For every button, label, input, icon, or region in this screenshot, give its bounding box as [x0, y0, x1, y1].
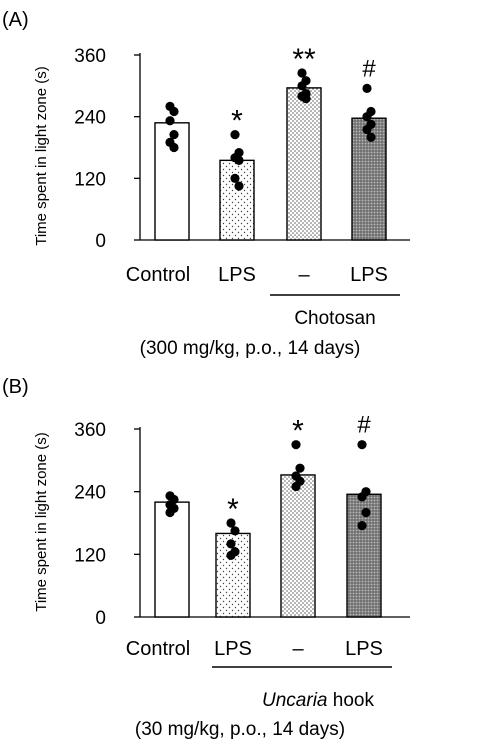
significance-marker: * [231, 105, 243, 138]
data-point [226, 518, 236, 528]
significance-marker: # [362, 55, 376, 82]
bar [154, 501, 190, 618]
x-category-label: Control [126, 638, 190, 660]
data-point [169, 106, 179, 117]
panel-a-group-label: Chotosan [294, 308, 375, 329]
significance-marker: # [357, 412, 371, 439]
x-category-label: LPS [218, 264, 256, 286]
data-point [230, 173, 240, 183]
x-category-label: LPS [350, 264, 388, 286]
data-point [301, 94, 311, 104]
data-point [357, 440, 367, 450]
data-point [226, 539, 236, 549]
chart-panel-b: 0 120 240 360 * * # Control LPS – LPS [74, 412, 410, 668]
data-point [361, 507, 371, 518]
data-point [297, 68, 307, 78]
panel-b-group-label: Uncaria hook [262, 690, 374, 711]
panel-b: (B) Time spent in light zone (s) Uncaria… [2, 376, 374, 740]
significance-marker: * [227, 493, 239, 526]
y-tick-label: 360 [74, 420, 106, 441]
panel-b-label: (B) [2, 376, 29, 398]
y-tick-label: 0 [95, 608, 106, 629]
data-point [226, 550, 236, 560]
data-point [230, 130, 240, 140]
significance-marker: * [292, 415, 304, 448]
data-point [362, 83, 372, 94]
data-point [291, 481, 301, 492]
data-point [165, 116, 175, 126]
panel-b-y-axis-label: Time spent in light zone (s) [33, 432, 50, 612]
data-point [165, 507, 175, 518]
x-category-label: LPS [345, 638, 383, 660]
y-tick-label: 120 [74, 169, 106, 190]
bar [219, 159, 255, 241]
data-point [297, 81, 307, 91]
y-tick-label: 360 [74, 46, 106, 67]
data-point [362, 124, 372, 135]
significance-marker: ** [292, 43, 316, 76]
bar [286, 87, 322, 241]
x-category-label: – [298, 264, 310, 286]
panel-a-dose-label: (300 mg/kg, p.o., 14 days) [140, 338, 361, 359]
panel-b-group-label-italic: Uncaria [262, 690, 327, 711]
y-tick-label: 120 [74, 545, 106, 566]
data-point [169, 142, 179, 153]
y-tick-label: 240 [74, 483, 106, 504]
x-category-label: Control [126, 264, 190, 286]
panel-a-label: (A) [2, 9, 29, 31]
x-category-label: LPS [214, 638, 252, 660]
panel-a-y-axis-label: Time spent in light zone (s) [33, 66, 50, 246]
data-point [357, 521, 367, 531]
data-point [234, 155, 244, 165]
panel-b-dose-label: (30 mg/kg, p.o., 14 days) [135, 719, 345, 740]
data-point [234, 181, 244, 191]
panel-b-group-label-rest: hook [328, 690, 375, 711]
bar [280, 474, 316, 618]
x-category-label: – [292, 638, 304, 660]
y-tick-label: 240 [74, 108, 106, 129]
data-point [295, 463, 305, 473]
panel-a: (A) Time spent in light zone (s) Chotosa… [2, 9, 376, 359]
y-tick-label: 0 [95, 231, 106, 252]
data-point [362, 112, 372, 122]
data-point [291, 440, 301, 450]
data-point [357, 492, 367, 502]
data-point [366, 132, 376, 142]
data-point [169, 130, 179, 140]
data-point [230, 526, 240, 536]
